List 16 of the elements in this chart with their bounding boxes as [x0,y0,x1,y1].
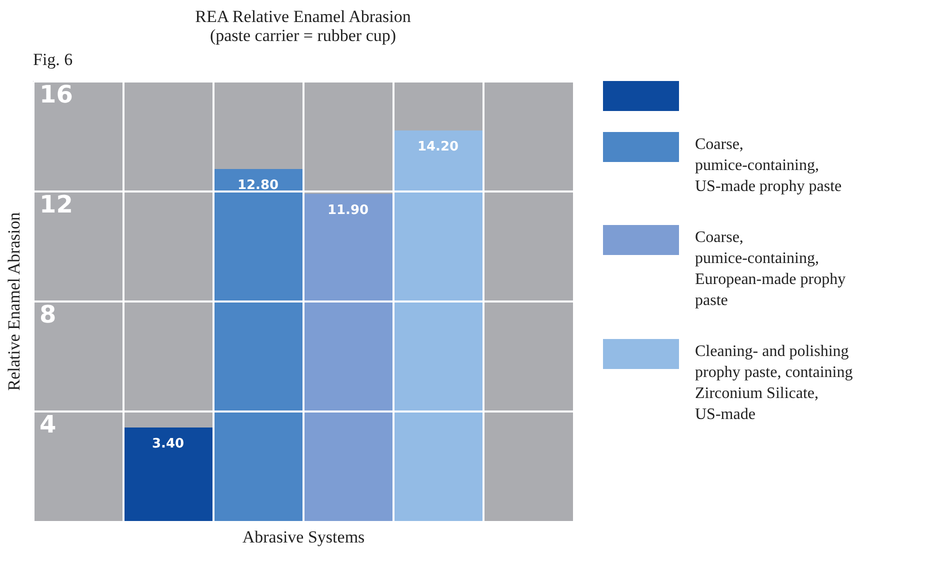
legend-label: Cleaning- and polishing prophy paste, containing Zirconium Silicate, US-made [695,343,853,423]
chart-title: REA Relative Enamel Abrasion [195,7,412,26]
x-axis-title: Abrasive Systems [242,528,365,546]
y-tick-label: 4 [40,410,56,438]
y-axis-title: Relative Enamel Abrasion [4,212,24,391]
data-label: 11.90 [327,202,369,218]
y-tick-label: 16 [40,80,73,108]
y-tick-label: 12 [40,190,73,218]
data-label: 3.40 [152,436,184,452]
caption: Fig. 6 [33,50,73,69]
data-label: 14.20 [417,140,459,154]
legend-label: Coarse, pumice-containing, European-made prophy paste [695,229,846,309]
chart-subtitle: (paste carrier = rubber cup) [210,26,396,45]
y-tick-label: 8 [40,300,56,328]
data-label: 12.80 [237,178,279,193]
legend-label: Coarse, pumice-containing, US-made prophy paste [695,136,842,195]
